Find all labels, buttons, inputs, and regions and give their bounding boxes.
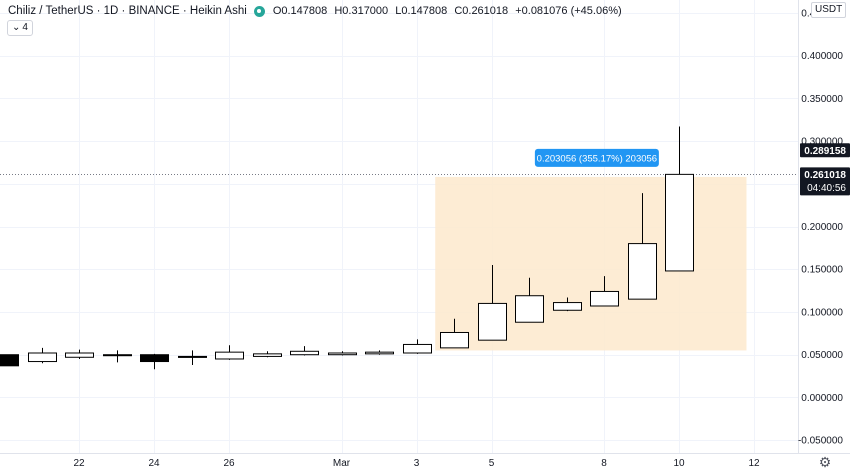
price-tick-label: -0.050000 — [798, 436, 843, 447]
candle-body — [28, 352, 57, 363]
candle — [665, 126, 694, 272]
open-value: 0.147808 — [281, 5, 328, 17]
high-value: 0.317000 — [342, 5, 389, 17]
chart-legend: Chiliz / TetherUS · 1D · BINANCE · Heiki… — [8, 3, 622, 19]
time-tick-label: 10 — [673, 458, 685, 469]
candle-body — [140, 354, 169, 363]
candle — [440, 318, 469, 349]
change-value: +0.081076 (+45.06%) — [515, 5, 622, 17]
candle-body — [365, 351, 394, 355]
candle — [290, 346, 319, 356]
measure-label-text: 0.203056 (355.17%) 203056 — [537, 153, 657, 164]
price-tick-label: 0.350000 — [801, 94, 843, 105]
candle-body — [328, 352, 357, 356]
line-price-tag — [800, 143, 850, 158]
candle-body — [665, 173, 694, 272]
low-label: L — [395, 5, 402, 17]
symbol-title[interactable]: Chiliz / TetherUS · 1D · BINANCE · Heiki… — [8, 5, 247, 17]
measure-label: 0.203056 (355.17%) 203056 — [534, 148, 659, 167]
candle — [365, 350, 394, 355]
time-tick-label: 5 — [489, 458, 495, 469]
time-tick-label: Mar — [333, 458, 351, 469]
candle — [328, 351, 357, 356]
candle-body — [403, 343, 432, 354]
candle — [140, 353, 169, 370]
candle — [178, 350, 207, 365]
indicators-toggle-button[interactable]: ⌄ 4 — [7, 20, 33, 36]
open-label: O — [272, 5, 282, 17]
last-price-tag — [800, 167, 850, 196]
close-label: C — [454, 5, 463, 17]
indicators-count: 4 — [22, 22, 28, 33]
ohlc-values: O0.147808 H0.317000 L0.147808 C0.261018 … — [273, 5, 622, 17]
currency-badge[interactable]: USDT — [811, 2, 847, 18]
candle-body — [515, 295, 544, 323]
market-status-icon — [253, 5, 265, 17]
price-tick-label: 0.200000 — [801, 222, 843, 233]
chevron-down-icon: ⌄ — [12, 22, 21, 33]
time-tick-label: 12 — [748, 458, 760, 469]
candle-body — [590, 290, 619, 307]
countdown-tag-text: 04:40:56 — [807, 183, 846, 194]
time-tick-label: 3 — [414, 458, 420, 469]
candle — [553, 297, 582, 312]
candle — [403, 339, 432, 354]
candle-body — [290, 350, 319, 356]
candle-body — [0, 354, 19, 367]
candle — [590, 276, 619, 307]
time-tick-label: 8 — [601, 458, 607, 469]
price-axis-background — [798, 0, 850, 472]
line-price-tag-text: 0.289158 — [804, 146, 846, 157]
candle — [515, 277, 544, 323]
low-value: 0.147808 — [401, 5, 448, 17]
candle — [215, 345, 244, 360]
candle-body — [65, 352, 94, 358]
price-tick-label: 0.050000 — [801, 350, 843, 361]
candle-body — [478, 302, 507, 341]
candles — [0, 126, 694, 370]
time-tick-label: 24 — [148, 458, 160, 469]
price-tick-label: 0.000000 — [801, 393, 843, 404]
candle-body — [103, 354, 132, 357]
candle — [628, 193, 657, 300]
close-value: 0.261018 — [462, 5, 509, 17]
candle — [253, 351, 282, 358]
candle — [28, 347, 57, 364]
candle-body — [178, 355, 207, 358]
price-tick-label: 0.100000 — [801, 307, 843, 318]
time-axis-background — [0, 453, 850, 472]
price-tick-label: 0.300000 — [801, 137, 843, 148]
candle-body — [253, 353, 282, 357]
price-tick-label: 0.400000 — [801, 51, 843, 62]
measure-label-box — [534, 148, 659, 167]
candle — [0, 354, 19, 367]
candle — [65, 349, 94, 359]
gear-icon[interactable]: ⚙ — [818, 454, 832, 470]
time-tick-label: 26 — [223, 458, 235, 469]
price-tags: 0.289158 0.261018 04:40:56 — [800, 143, 850, 196]
candle-body — [628, 243, 657, 300]
candle-body — [440, 331, 469, 349]
time-tick-label: 22 — [73, 458, 85, 469]
candle — [478, 264, 507, 341]
high-label: H — [334, 5, 343, 17]
time-axis[interactable]: 9222426Mar3581012 — [0, 453, 850, 472]
candle-body — [553, 302, 582, 311]
candle-body — [215, 351, 244, 360]
price-tick-label: 0.150000 — [801, 265, 843, 276]
last-price-tag-text: 0.261018 — [804, 170, 846, 181]
candle — [103, 350, 132, 363]
price-axis[interactable]: 0.4500000.4000000.3500000.3000000.250000… — [798, 0, 850, 472]
